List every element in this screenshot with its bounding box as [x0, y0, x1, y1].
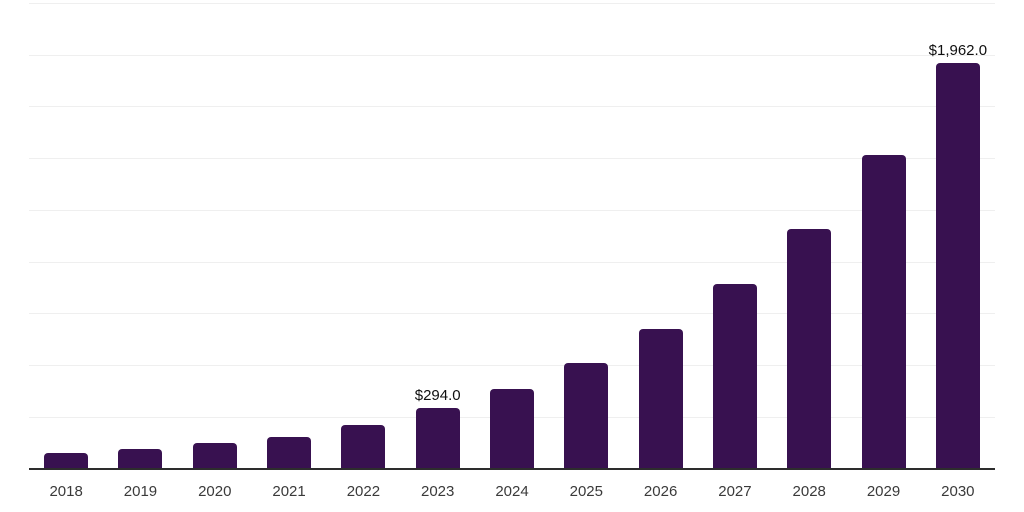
x-tick-label-2023: 2023: [421, 483, 455, 500]
bar-2023: [415, 407, 460, 469]
gridline: [29, 261, 995, 263]
data-label-2023: $294.0: [414, 386, 461, 404]
bar-2021: [267, 437, 312, 469]
bar-2022: [341, 425, 386, 469]
bar-2019: [118, 448, 163, 469]
x-tick-label-2019: 2019: [123, 483, 158, 500]
gridline: [29, 209, 995, 211]
bar-2024: [490, 388, 534, 469]
x-tick-label-2020: 2020: [198, 483, 232, 500]
gridline: [29, 158, 995, 160]
bar-2028: [787, 228, 832, 469]
bar-2026: [638, 329, 683, 469]
bar-2029: [861, 155, 906, 469]
bar-2027: [712, 284, 757, 469]
bar-2018: [44, 453, 89, 469]
x-tick-label-2021: 2021: [272, 483, 306, 500]
x-axis-line: [29, 467, 995, 470]
data-label-2030: $1,962.0: [928, 41, 988, 59]
bar-2020: [192, 443, 237, 469]
bar-2030: [935, 62, 980, 469]
gridline: [29, 3, 995, 4]
x-tick-label-2018: 2018: [49, 483, 83, 500]
x-tick-label-2026: 2026: [643, 483, 678, 500]
x-tick-label-2025: 2025: [569, 483, 603, 500]
x-tick-label-2028: 2028: [792, 483, 826, 500]
x-tick-label-2030: 2030: [941, 483, 975, 500]
bar-2025: [564, 362, 609, 469]
gridline: [29, 313, 995, 315]
x-tick-label-2022: 2022: [346, 483, 381, 500]
x-tick-label-2027: 2027: [718, 483, 752, 500]
x-tick-label-2029: 2029: [866, 483, 901, 500]
gridline: [29, 54, 995, 56]
gridline: [29, 106, 995, 108]
x-tick-label-2024: 2024: [495, 483, 529, 500]
gridline: [29, 365, 995, 367]
